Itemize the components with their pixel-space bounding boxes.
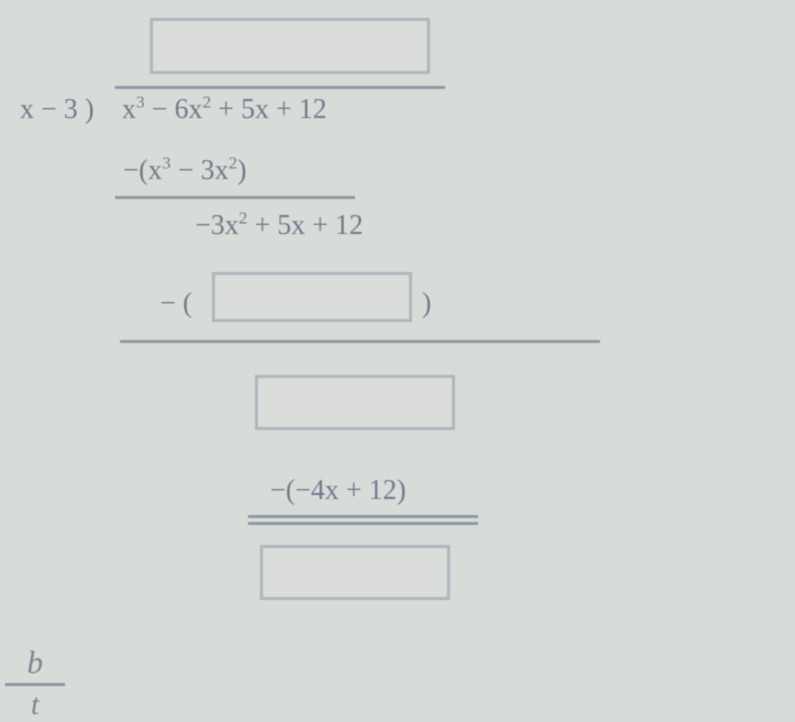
dividend-text: x3 − 6x2 + 5x + 12 [122, 94, 327, 126]
long-division-worksheet: x − 3 ) x3 − 6x2 + 5x + 12 −(x3 − 3x2) −… [0, 0, 795, 722]
fraction-numerator: b [0, 644, 70, 681]
step4-subtraction: −(−4x + 12) [270, 475, 406, 507]
step3-result-blank-box[interactable] [255, 375, 455, 430]
margin-fraction: b t [0, 644, 70, 722]
rule-after-step4-a [248, 515, 478, 518]
remainder-blank-box[interactable] [260, 545, 450, 600]
step3-prefix: − ( [160, 288, 192, 320]
step2-result: −3x2 + 5x + 12 [195, 210, 363, 242]
quotient-blank-box[interactable] [150, 18, 430, 74]
divisor-text: x − 3 ) [20, 94, 94, 126]
step3-blank-box[interactable] [212, 272, 412, 322]
division-vinculum [115, 86, 445, 89]
rule-after-step4-b [248, 522, 478, 525]
rule-after-step3 [120, 340, 600, 343]
fraction-denominator: t [0, 688, 70, 722]
rule-after-step1 [115, 196, 355, 199]
fraction-bar [5, 683, 65, 686]
step1-subtraction: −(x3 − 3x2) [123, 155, 247, 187]
step3-suffix: ) [422, 288, 431, 320]
